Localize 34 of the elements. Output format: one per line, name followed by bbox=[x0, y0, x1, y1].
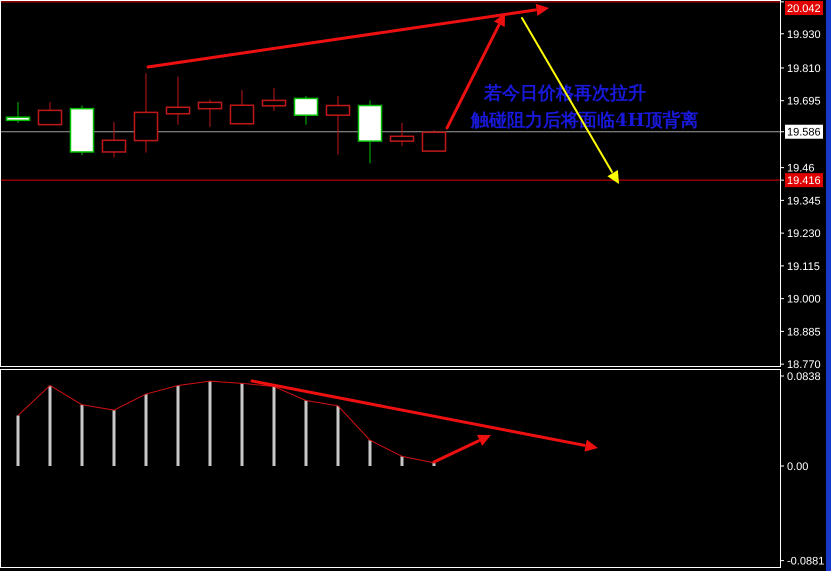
y-tick-label: 19.345 bbox=[787, 195, 821, 208]
line-series bbox=[18, 380, 434, 464]
y-tick-label: 0.00 bbox=[787, 460, 808, 473]
bar bbox=[16, 416, 20, 466]
y-tick-label: 19.230 bbox=[787, 228, 821, 240]
bar bbox=[144, 394, 148, 466]
y-tick-label: 0.0838 bbox=[787, 371, 821, 384]
bar bbox=[208, 381, 212, 466]
y-tick-label: 18.885 bbox=[787, 326, 821, 338]
y-tick-label: -0.0881 bbox=[787, 556, 824, 568]
candlestick bbox=[134, 72, 158, 154]
bar bbox=[400, 456, 404, 466]
y-tick-label: 19.115 bbox=[787, 260, 820, 273]
y-tick-label: 18.770 bbox=[787, 359, 821, 372]
bar bbox=[336, 406, 340, 466]
ref-line-label: 19.416 bbox=[787, 175, 821, 188]
bar bbox=[112, 410, 116, 466]
bar bbox=[272, 386, 276, 466]
candlestick bbox=[326, 96, 350, 156]
y-tick-label: 19.46 bbox=[787, 162, 815, 175]
bar bbox=[368, 440, 372, 466]
bar bbox=[304, 400, 308, 466]
candlestick bbox=[102, 122, 126, 158]
y-tick-label: 19.930 bbox=[787, 28, 821, 41]
ref-line-label: 19.586 bbox=[787, 126, 821, 139]
y-tick-label: 19.810 bbox=[787, 62, 821, 75]
bar bbox=[240, 383, 244, 466]
ref-line-label: 20.042 bbox=[787, 3, 821, 15]
bar bbox=[176, 385, 180, 466]
candlestick bbox=[166, 76, 190, 126]
y-tick-label: 19.000 bbox=[787, 294, 821, 306]
y-tick-label: 19.695 bbox=[787, 96, 821, 108]
bar bbox=[80, 404, 84, 466]
bar bbox=[48, 385, 52, 466]
